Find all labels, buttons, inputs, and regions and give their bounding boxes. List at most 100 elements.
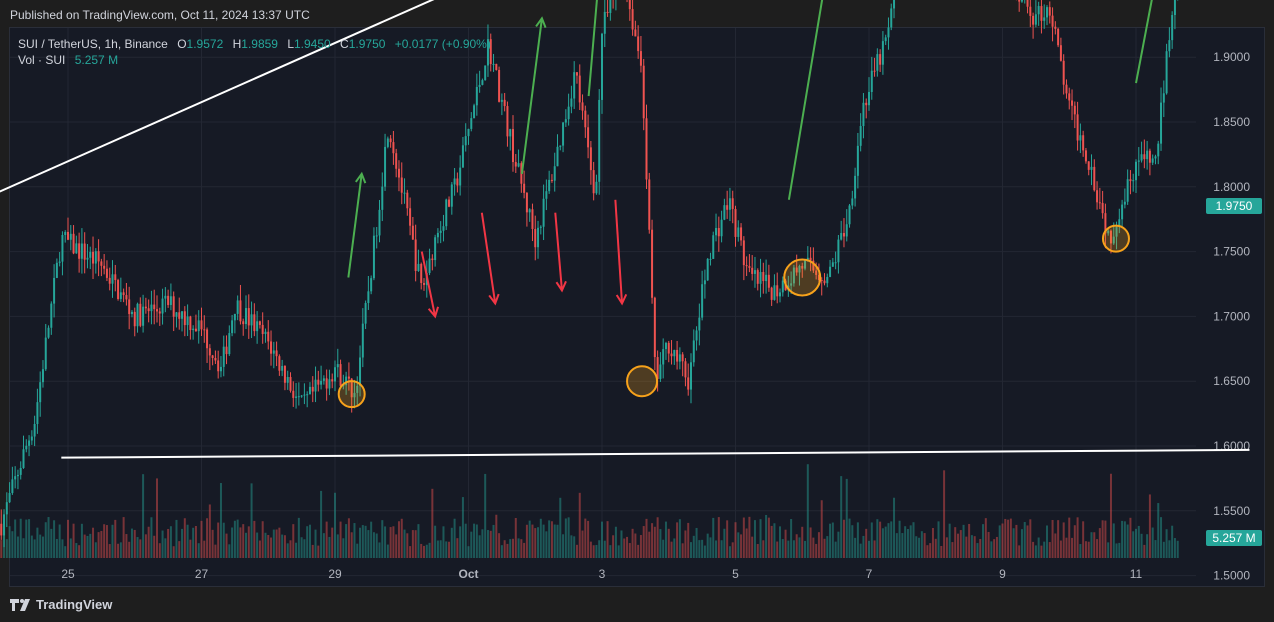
volume-bar [436,540,439,558]
footer-bar [0,588,1274,622]
candle-body [606,11,609,13]
chart-pane[interactable] [9,27,1265,587]
trendline[interactable] [61,448,1250,459]
volume-bar [144,534,147,558]
candle-body [317,379,320,385]
candle-body [114,274,117,281]
candle-body [731,198,734,210]
trendline[interactable] [0,0,1209,200]
candle-body [222,346,225,367]
volume-bar [528,520,531,558]
volume-bar [114,519,117,558]
volume-bar [829,523,832,558]
candle-body [264,331,267,335]
candle-body [295,396,298,398]
candle-body [389,138,392,143]
candle-body [256,321,259,332]
candle-body [542,198,545,227]
arrow-up[interactable] [787,0,856,200]
volume-bar [423,545,425,558]
arrow-down[interactable] [480,212,497,304]
arrow-up[interactable] [587,0,602,97]
candle-body [370,278,373,292]
arrow-down[interactable] [554,212,563,291]
volume-bar [873,540,876,558]
candle-body [475,86,478,106]
ohlc-row: SUI / TetherUS, 1h, Binance O1.9572 H1.9… [18,36,491,52]
highlight-circle[interactable] [337,380,366,409]
candle-body [133,311,136,327]
candle-body [740,227,743,241]
volume-bar [606,521,609,558]
volume-bar [862,535,865,558]
volume-bar [445,541,448,558]
arrow-up[interactable] [1135,0,1183,84]
volume-bar [5,539,8,558]
candle-body [423,283,425,285]
volume-bar [959,530,962,558]
tradingview-brand[interactable]: TradingView [10,597,112,612]
candle-body [601,33,603,100]
candle-body [353,392,356,398]
volume-bar [206,518,209,558]
volume-bar [737,532,740,558]
candle-body [395,153,398,169]
candle-body [119,292,122,299]
volume-bar [673,538,676,558]
highlight-circle[interactable] [1101,224,1130,253]
arrow-up[interactable] [347,173,363,278]
volume-bar [1084,541,1087,558]
candle-body [567,106,570,120]
volume-bar [1173,538,1176,558]
volume-bar [370,521,373,558]
arrow-down[interactable] [420,251,437,317]
volume-bar [384,526,387,558]
arrow-up[interactable] [520,18,543,174]
candle-body [364,303,367,324]
candle-body [1018,0,1021,2]
candle-body [845,224,848,237]
volume-bar [765,514,768,558]
candle-body [1109,230,1112,244]
volume-bar [461,497,464,558]
volume-bar [1132,531,1135,558]
candle-body [22,449,25,469]
candle-body [53,277,56,304]
volume-bar [909,525,912,558]
volume-bar [69,538,72,558]
volume-bar [495,514,498,558]
volume-bar [11,531,14,558]
volume-bar [1007,519,1010,558]
volume-bar [837,531,840,558]
volume-bar [670,541,673,558]
volume-label[interactable]: Vol · SUI [18,53,66,67]
volume-bar [169,526,172,558]
candle-body [80,243,83,259]
candle-body [30,436,33,441]
candle-body [89,251,92,258]
highlight-circle[interactable] [783,258,822,297]
volume-bar [712,517,715,558]
candle-body [753,270,756,274]
candle-body [1026,0,1029,7]
candle-body [231,320,234,334]
candle-body [581,102,584,111]
volume-bar [1040,545,1043,558]
volume-bar [181,528,184,558]
candle-body [575,72,578,76]
volume-bar [86,535,89,558]
volume-bar [523,542,526,558]
x-tick-label: Oct [458,567,478,581]
highlight-circle[interactable] [626,365,659,398]
candle-body [67,231,69,240]
volume-bar [270,537,273,558]
volume-bar [347,518,350,558]
candle-body [1032,15,1035,25]
volume-bar [720,540,723,558]
volume-bar [289,540,292,558]
volume-bar [1137,525,1140,558]
candle-body [820,279,823,281]
arrow-down[interactable] [614,199,624,304]
symbol-label[interactable]: SUI / TetherUS, 1h, Binance [18,37,168,51]
